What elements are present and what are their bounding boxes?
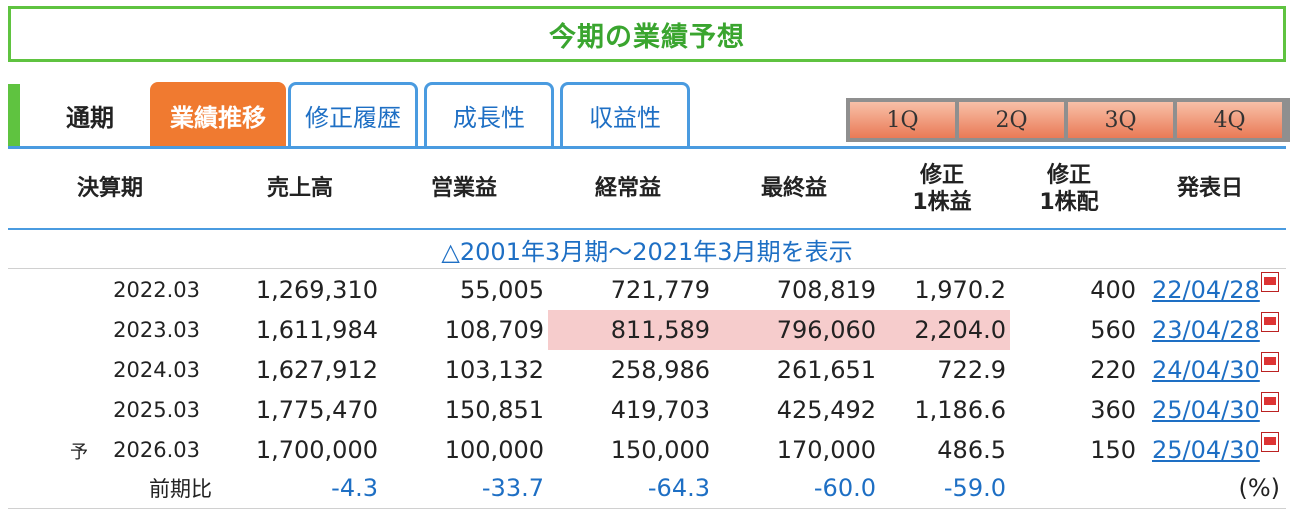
quarter-button-2q[interactable]: 2Q — [959, 102, 1064, 138]
cell-date: 23/04/28 — [1148, 310, 1288, 350]
cell-operating: 108,709 — [444, 316, 544, 344]
announcement-date-link[interactable]: 23/04/28 — [1152, 316, 1260, 344]
comparison-operating: -33.7 — [481, 474, 544, 502]
cell-operating: 55,005 — [460, 276, 544, 304]
cell-dividend: 150 — [1090, 436, 1136, 464]
pdf-icon[interactable] — [1260, 272, 1279, 292]
tab-performance-history[interactable]: 業績推移 — [150, 82, 286, 146]
tab-bar: 通期 業績推移 修正履歴 成長性 収益性 1Q 2Q 3Q 4Q — [8, 80, 1290, 148]
header-ordinary: 経常益 — [594, 176, 661, 202]
cell-dividend: 360 — [1090, 396, 1136, 424]
tab-accent-bar — [8, 84, 20, 146]
cell-ordinary: 150,000 — [610, 436, 710, 464]
comparison-ordinary: -64.3 — [647, 474, 710, 502]
cell-ordinary: 258,986 — [610, 356, 710, 384]
cell-date: 25/04/30 — [1148, 390, 1288, 430]
cell-period: 2024.03 — [113, 358, 200, 382]
cell-sales: 1,269,310 — [255, 276, 378, 304]
header-eps-line1: 修正 — [919, 162, 964, 188]
cell-ordinary-highlighted: 811,589 — [548, 310, 714, 350]
header-dividend: 修正 1株配 — [1014, 150, 1124, 228]
cell-period: 2026.03 — [113, 438, 200, 462]
cell-date: 25/04/30 — [1148, 430, 1288, 470]
announcement-date-link[interactable]: 25/04/30 — [1152, 396, 1260, 424]
quarter-selector: 1Q 2Q 3Q 4Q — [846, 98, 1290, 142]
cell-net: 425,492 — [776, 396, 876, 424]
cell-net: 708,819 — [776, 276, 876, 304]
cell-net: 170,000 — [776, 436, 876, 464]
cell-operating: 103,132 — [444, 356, 544, 384]
header-net: 最終益 — [760, 176, 827, 202]
quarter-button-4q[interactable]: 4Q — [1177, 102, 1282, 138]
comparison-sales: -4.3 — [331, 474, 378, 502]
comparison-unit: (%) — [1238, 474, 1280, 502]
header-eps-line2: 1株益 — [912, 190, 972, 215]
cell-period: 2022.03 — [113, 278, 200, 302]
comparison-net: -60.0 — [813, 474, 876, 502]
cell-ordinary: 419,703 — [610, 396, 710, 424]
cell-period: 2023.03 — [113, 318, 200, 342]
tab-growth[interactable]: 成長性 — [424, 82, 554, 146]
tab-profitability[interactable]: 収益性 — [560, 82, 690, 146]
header-period: 決算期 — [76, 176, 143, 202]
header-div-line2: 1株配 — [1039, 190, 1099, 215]
header-div-line1: 修正 — [1046, 162, 1091, 188]
cell-eps-highlighted: 2,204.0 — [880, 310, 1010, 350]
announcement-date-link[interactable]: 24/04/30 — [1152, 356, 1260, 384]
pdf-icon[interactable] — [1260, 392, 1279, 412]
cell-eps: 486.5 — [937, 436, 1006, 464]
announcement-date-link[interactable]: 22/04/28 — [1152, 276, 1260, 304]
cell-dividend: 220 — [1090, 356, 1136, 384]
tab-full-year: 通期 — [66, 103, 114, 132]
cell-period: 2025.03 — [113, 398, 200, 422]
pdf-icon[interactable] — [1260, 312, 1279, 332]
quarter-button-1q[interactable]: 1Q — [850, 102, 955, 138]
cell-eps: 1,970.2 — [914, 276, 1006, 304]
comparison-eps: -59.0 — [943, 474, 1006, 502]
cell-operating: 100,000 — [444, 436, 544, 464]
cell-eps: 722.9 — [937, 356, 1006, 384]
cell-net-highlighted: 796,060 — [714, 310, 880, 350]
cell-sales: 1,627,912 — [255, 356, 378, 384]
pdf-icon[interactable] — [1260, 432, 1279, 452]
header-underline — [8, 228, 1286, 230]
header-date: 発表日 — [1176, 176, 1243, 202]
cell-ordinary: 721,779 — [610, 276, 710, 304]
show-older-periods-toggle[interactable]: △2001年3月期～2021年3月期を表示 — [441, 237, 853, 266]
cell-sales: 1,700,000 — [255, 436, 378, 464]
cell-eps: 1,186.6 — [914, 396, 1006, 424]
cell-sales: 1,775,470 — [255, 396, 378, 424]
cell-sales: 1,611,984 — [255, 316, 378, 344]
quarter-button-3q[interactable]: 3Q — [1068, 102, 1173, 138]
row-separator — [8, 508, 1286, 509]
cell-dividend: 560 — [1090, 316, 1136, 344]
cell-dividend: 400 — [1090, 276, 1136, 304]
cell-operating: 150,851 — [444, 396, 544, 424]
header-sales: 売上高 — [266, 176, 333, 202]
page-title: 今期の業績予想 — [549, 21, 745, 53]
tab-revision-history[interactable]: 修正履歴 — [288, 82, 418, 146]
announcement-date-link[interactable]: 25/04/30 — [1152, 436, 1260, 464]
row-separator — [8, 268, 1286, 269]
tab-underline — [8, 146, 1286, 149]
cell-date: 22/04/28 — [1148, 270, 1288, 310]
header-operating: 営業益 — [430, 176, 497, 202]
pdf-icon[interactable] — [1260, 352, 1279, 372]
title-box: 今期の業績予想 — [8, 6, 1286, 62]
forecast-marker: 予 — [70, 442, 88, 463]
cell-net: 261,651 — [776, 356, 876, 384]
header-eps: 修正 1株益 — [880, 150, 1004, 228]
comparison-label: 前期比 — [149, 477, 212, 501]
cell-date: 24/04/30 — [1148, 350, 1288, 390]
